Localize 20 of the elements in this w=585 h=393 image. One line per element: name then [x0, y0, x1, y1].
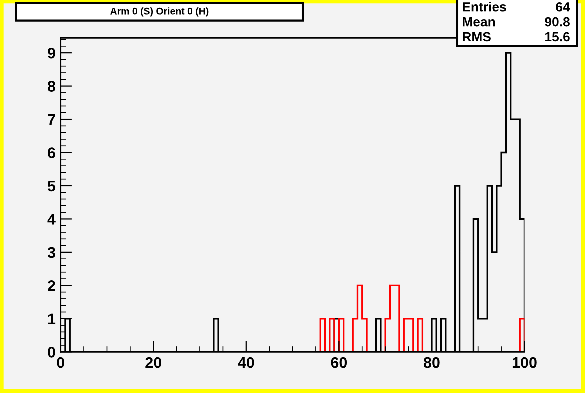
- y-tick-label: 3: [48, 247, 56, 258]
- chart-title: Arm 0 (S) Orient 0 (H): [110, 8, 209, 17]
- x-tick-label: 0: [57, 357, 64, 368]
- text: Mean 90.8: [463, 17, 570, 27]
- x-tick-label: 60: [331, 357, 348, 368]
- y-tick-label: 4: [48, 214, 56, 225]
- y-tick-label: 0: [48, 346, 56, 358]
- text: RMS 15.6: [463, 32, 570, 42]
- y-tick-label: 7: [48, 114, 56, 126]
- y-tick-label: 8: [48, 81, 56, 92]
- y-tick-label: 1: [48, 314, 56, 324]
- x-tick-label: 20: [146, 357, 162, 368]
- y-tick-label: 9: [48, 48, 56, 59]
- x-tick-label: 80: [424, 357, 440, 368]
- text: Entries 64: [463, 2, 570, 12]
- y-tick-label: 5: [48, 181, 56, 192]
- y-tick-label: 2: [48, 280, 56, 292]
- x-tick-label: 40: [238, 357, 254, 368]
- y-tick-label: 6: [48, 148, 56, 158]
- x-tick-label: 100: [512, 357, 537, 368]
